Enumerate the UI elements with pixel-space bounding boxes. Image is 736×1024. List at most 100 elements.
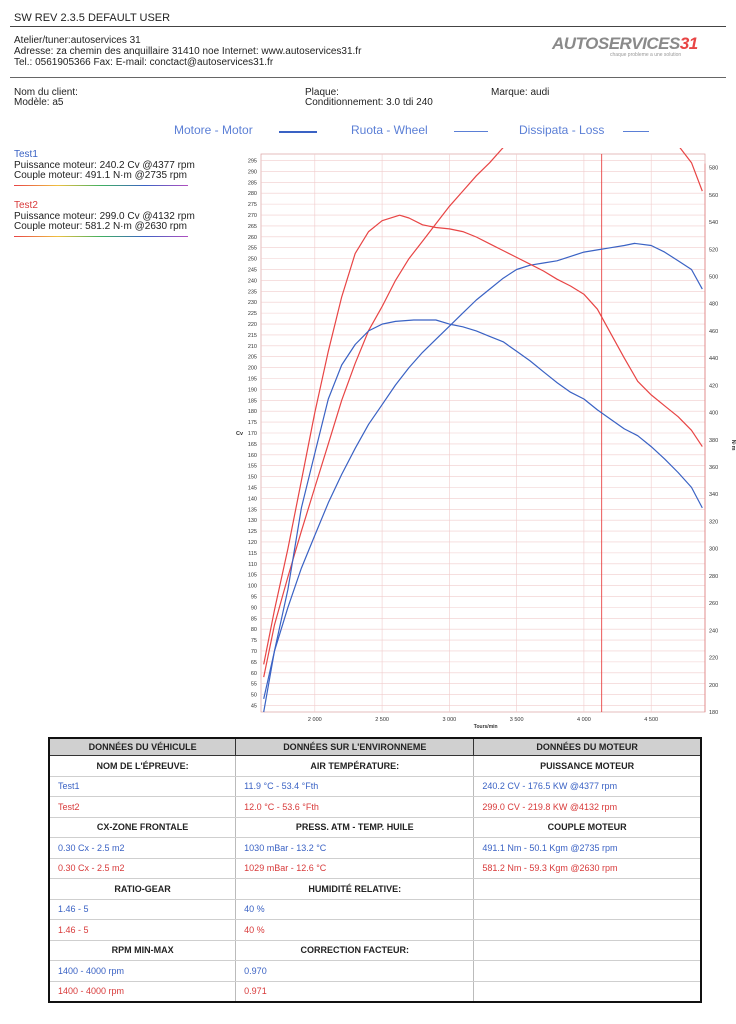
table-row: 1400 - 4000 rpm 0.970 xyxy=(49,960,701,982)
y-tick-label: 245 xyxy=(248,268,257,274)
table-row: CX-ZONE FRONTALE PRESS. ATM - TEMP. HUILE… xyxy=(49,817,701,838)
y-tick-label: 290 xyxy=(248,169,257,175)
table-row: Test2 12.0 °C - 53.6 °Fth 299.0 CV - 219.8… xyxy=(49,796,701,818)
y2-tick-label: 440 xyxy=(709,356,718,362)
table-cell xyxy=(473,940,701,961)
y2-tick-label: 300 xyxy=(709,547,718,553)
y-tick-label: 150 xyxy=(248,475,257,481)
y-tick-label: 70 xyxy=(251,649,257,655)
x-axis-label: Tours/min xyxy=(474,724,498,730)
plate-block: Plaque: Conditionnement: 3.0 tdi 240 xyxy=(305,88,433,108)
legend-wheel: Ruota - Wheel xyxy=(351,123,428,137)
y2-tick-label: 480 xyxy=(709,302,718,308)
test1-summary: Test1 Puissance moteur: 240.2 Cv @4377 r… xyxy=(14,149,195,186)
y-tick-label: 75 xyxy=(251,638,257,644)
y-tick-label: 140 xyxy=(248,496,257,502)
test2-torque-curve xyxy=(263,214,703,665)
table-row: RPM MIN-MAX CORRECTION FACTEUR: xyxy=(49,940,701,961)
x-tick-label: 3 500 xyxy=(510,717,524,723)
model-label: Modèle: a5 xyxy=(14,97,64,108)
table-row: 1.46 - 5 40 % xyxy=(49,919,701,941)
y2-tick-label: 420 xyxy=(709,383,718,389)
y-tick-label: 55 xyxy=(251,682,257,688)
dyno-chart: 45 50 55 60 65 70 75 80 85 90 95 100 105 110 115 120 125… xyxy=(236,148,736,730)
test1-torque: Couple moteur: 491.1 N·m @2735 rpm xyxy=(14,170,188,181)
chart-grid xyxy=(260,153,706,713)
y2-tick-label: 580 xyxy=(709,166,718,172)
logo-text: AUTOSERVICES xyxy=(552,34,680,53)
y2-tick-label: 340 xyxy=(709,492,718,498)
legend-loss-line xyxy=(623,131,649,132)
y-tick-label: 275 xyxy=(248,202,257,208)
y-tick-label: 50 xyxy=(251,693,257,699)
table-row: NOM DE L'ÉPREUVE: AIR TEMPÉRATURE: PUISSAN… xyxy=(49,755,701,777)
y-tick-label: 190 xyxy=(248,387,257,393)
test2-power: Puissance moteur: 299.0 Cv @4132 rpm xyxy=(14,210,195,222)
table-cell: 40 % xyxy=(235,899,475,920)
y-tick-label: 130 xyxy=(248,518,257,524)
y2-tick-label: 200 xyxy=(709,683,718,689)
table-cell: 0.30 Cx - 2.5 m2 xyxy=(49,858,237,879)
company-logo: AUTOSERVICES31 chaque probleme a une sol… xyxy=(552,34,698,60)
y-tick-label: 85 xyxy=(251,616,257,622)
y2-tick-label: 360 xyxy=(709,465,718,471)
test2-summary: Test2 Puissance moteur: 299.0 Cv @4132 r… xyxy=(14,200,195,237)
table-cell: 491.1 Nm - 50.1 Kgm @2735 rpm xyxy=(473,837,701,859)
x-tick-label: 2 000 xyxy=(308,717,322,723)
y-tick-label: 170 xyxy=(248,431,257,437)
table-cell xyxy=(473,878,701,900)
header-divider xyxy=(10,26,726,27)
table-cell: NOM DE L'ÉPREUVE: xyxy=(49,755,237,777)
table-cell: 0.30 Cx - 2.5 m2 xyxy=(49,837,237,859)
y2-tick-label: 400 xyxy=(709,411,718,417)
y-tick-label: 210 xyxy=(248,344,257,350)
table-cell xyxy=(473,960,701,982)
y-axis-label: Cv xyxy=(236,431,244,437)
table-cell: 581.2 Nm - 59.3 Kgm @2630 rpm xyxy=(473,858,701,879)
y-tick-label: 255 xyxy=(248,246,257,252)
y-tick-label: 270 xyxy=(248,213,257,219)
y-tick-label: 235 xyxy=(248,289,257,295)
table-header-row: DONNÉES DU VÉHICULE DONNÉES SUR L'ENVIRO… xyxy=(49,738,702,756)
y2-tick-label: 260 xyxy=(709,601,718,607)
table-cell: 12.0 °C - 53.6 °Fth xyxy=(235,796,475,818)
table-row: Test1 11.9 °C - 53.4 °Fth 240.2 CV - 176.5… xyxy=(49,776,701,797)
table-cell: 299.0 CV - 219.8 KW @4132 rpm xyxy=(473,796,701,818)
y-tick-label: 155 xyxy=(248,464,257,470)
header-vehicle: DONNÉES DU VÉHICULE xyxy=(49,738,237,756)
y-tick-label: 225 xyxy=(248,311,257,317)
header-engine: DONNÉES DU MOTEUR xyxy=(473,738,702,756)
plate-label: Plaque: xyxy=(305,87,339,98)
x-tick-label: 4 000 xyxy=(577,717,591,723)
conditioning-label: Conditionnement: 3.0 tdi 240 xyxy=(305,97,433,108)
table-row: 0.30 Cx - 2.5 m2 1029 mBar - 12.6 °C 581.2… xyxy=(49,858,701,879)
y-tick-label: 230 xyxy=(248,300,257,306)
client-name-label: Nom du client: xyxy=(14,87,78,98)
table-cell: 0.970 xyxy=(235,960,475,982)
legend-motor-line xyxy=(279,131,317,133)
table-cell: 1030 mBar - 13.2 °C xyxy=(235,837,475,859)
y2-tick-label: 500 xyxy=(709,274,718,280)
chart-axes: 45 50 55 60 65 70 75 80 85 90 95 100 105 110 115 120 125… xyxy=(236,159,736,730)
logo-number: 31 xyxy=(679,34,698,53)
test-data-table: DONNÉES DU VÉHICULE DONNÉES SUR L'ENVIRO… xyxy=(48,737,702,1003)
table-row: 0.30 Cx - 2.5 m2 1030 mBar - 13.2 °C 491.1… xyxy=(49,837,701,859)
test2-torque: Couple moteur: 581.2 N·m @2630 rpm xyxy=(14,221,188,232)
y-tick-label: 135 xyxy=(248,507,257,513)
chart-series xyxy=(263,148,703,713)
table-cell: 1.46 - 5 xyxy=(49,919,237,941)
y-tick-label: 295 xyxy=(248,159,257,165)
table-cell: Test2 xyxy=(49,796,237,818)
table-cell xyxy=(473,919,701,941)
table-cell: AIR TEMPÉRATURE: xyxy=(235,755,475,777)
y-tick-label: 265 xyxy=(248,224,257,230)
test1-torque-curve xyxy=(263,319,703,713)
y-tick-label: 80 xyxy=(251,627,257,633)
table-cell: 1.46 - 5 xyxy=(49,899,237,920)
x-tick-label: 3 000 xyxy=(442,717,456,723)
y-tick-label: 250 xyxy=(248,257,257,263)
test2-underline xyxy=(14,235,188,237)
y-tick-label: 180 xyxy=(248,409,257,415)
test2-name: Test2 xyxy=(14,200,38,211)
y-tick-label: 205 xyxy=(248,355,257,361)
